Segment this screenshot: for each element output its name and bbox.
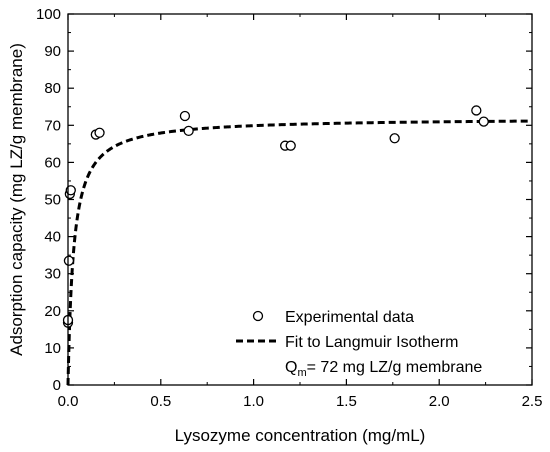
data-point [179,110,191,122]
legend-qm-note: Qm= 72 mg LZ/g membrane [285,359,482,379]
y-tick-label: 80 [44,80,61,97]
x-tick-label: 2.0 [429,393,450,410]
y-tick-label: 0 [53,377,61,394]
qm-value: = 72 mg LZ/g membrane [307,359,483,376]
y-tick-label: 10 [44,340,61,357]
legend-label-experimental: Experimental data [285,309,414,326]
data-point [63,255,75,266]
y-tick-label: 40 [44,229,61,246]
data-point [478,116,489,127]
y-tick-label: 60 [44,154,61,171]
x-axis-title: Lysozyme concentration (mg/mL) [175,426,426,445]
data-point [389,133,400,144]
y-tick-label: 70 [44,117,61,134]
y-tick-label: 90 [44,43,61,60]
fit-line [66,119,533,385]
qm-subscript: m [297,367,306,379]
x-tick-label: 0.5 [150,393,171,410]
plot-frame [67,13,533,386]
y-tick-label: 50 [44,192,61,209]
legend-marker-experimental [252,310,264,322]
data-point [94,127,105,138]
x-tick-label: 0.0 [58,393,79,410]
x-tick-label: 1.0 [243,393,264,410]
qm-symbol: Q [285,359,297,376]
points-layer [62,105,489,328]
y-tick-label: 100 [36,6,61,23]
ticks-layer: 0.0 0.5 1.0 1.5 2.0 2.5 0 10 20 30 40 50 60 70 80 90 100 [36,6,542,410]
y-axis-title: Adsorption capacity (mg LZ/g membrane) [7,43,26,356]
legend-label-fit: Fit to Langmuir Isotherm [285,334,458,351]
data-point [471,105,482,116]
data-point [183,125,194,137]
data-point [285,140,296,151]
x-tick-label: 2.5 [522,393,543,410]
y-tick-label: 20 [44,303,61,320]
y-tick-label: 30 [44,266,61,283]
legend: Experimental data Fit to Langmuir Isothe… [236,309,482,379]
x-tick-label: 1.5 [336,393,357,410]
